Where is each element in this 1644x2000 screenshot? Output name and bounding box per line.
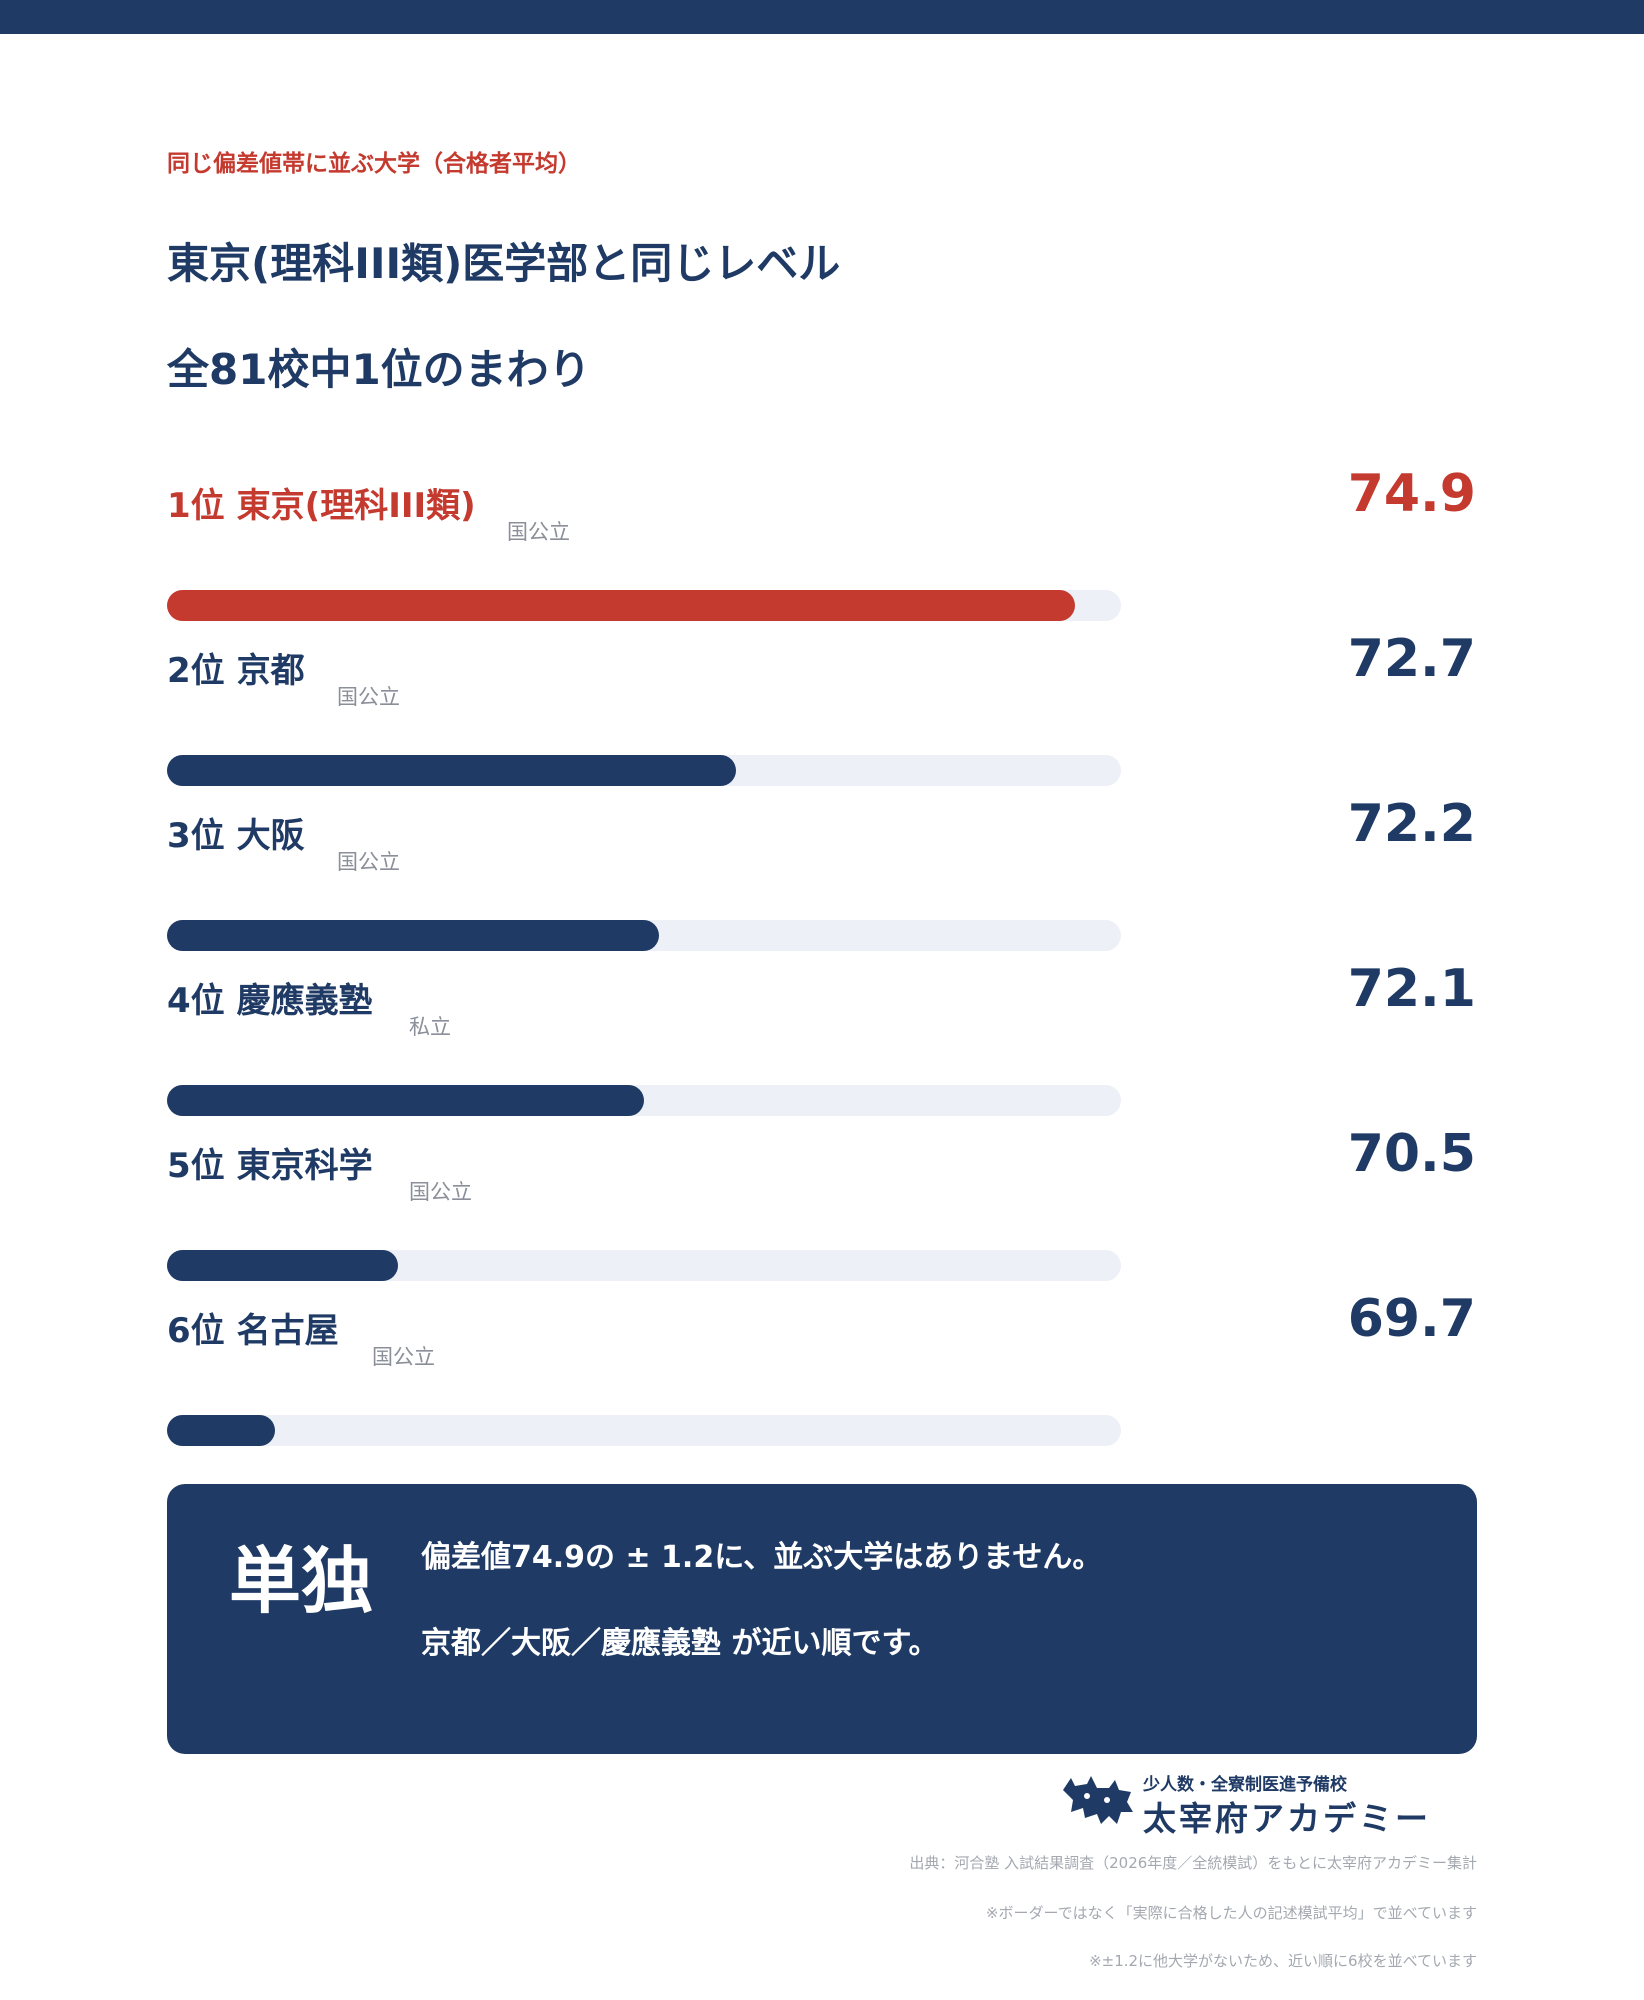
bar bbox=[167, 1415, 275, 1446]
university-type: 国公立 bbox=[337, 850, 400, 874]
university-type: 国公立 bbox=[507, 520, 570, 544]
row-label: 5位 東京科学 bbox=[167, 1138, 373, 1187]
source-note: 出典：河合塾 入試結果調査（2026年度／全統模試）をもとに太宰府アカデミー集計 bbox=[909, 1854, 1477, 1872]
ranking-bar-chart: 1位 東京(理科III類) 国公立 74.9 2位 京都 国公立 72.7 3位 大阪 国公立 72.… bbox=[167, 464, 1476, 1446]
note-box: 単独 偏差値74.9の ± 1.2に、並ぶ大学はありません。 京都／大阪／慶應義… bbox=[167, 1484, 1477, 1754]
bar bbox=[167, 920, 659, 951]
top-bar bbox=[0, 0, 1644, 34]
bar-track bbox=[167, 1085, 1121, 1116]
dog-silhouette-icon bbox=[1063, 1776, 1133, 1824]
bar-track bbox=[167, 755, 1121, 786]
university-type: 私立 bbox=[409, 1015, 451, 1039]
university-name: 慶應義塾 bbox=[236, 981, 373, 1021]
row-label: 6位 名古屋 bbox=[167, 1303, 339, 1352]
row-label: 2位 京都 bbox=[167, 643, 305, 692]
university-type: 国公立 bbox=[372, 1345, 435, 1369]
bar bbox=[167, 590, 1075, 621]
rank-label: 3位 bbox=[167, 816, 225, 856]
footnote-1: ※ボーダーではなく「実際に合格した人の記述模試平均」で並べています bbox=[985, 1904, 1477, 1922]
note-badge: 単独 bbox=[229, 1539, 374, 1623]
university-name: 大阪 bbox=[236, 816, 305, 856]
rank-label: 6位 bbox=[167, 1311, 225, 1351]
footnote-2: ※±1.2に他大学がないため、近い順に6校を並べています bbox=[1089, 1952, 1477, 1970]
logo-name: 太宰府アカデミー bbox=[1143, 1799, 1431, 1838]
row-label: 3位 大阪 bbox=[167, 808, 305, 857]
value-label: 69.7 bbox=[1347, 1289, 1476, 1349]
eyebrow-label: 同じ偏差値帯に並ぶ大学（合格者平均） bbox=[167, 151, 581, 177]
rank-label: 2位 bbox=[167, 651, 225, 691]
bar-track bbox=[167, 590, 1121, 621]
row-label: 4位 慶應義塾 bbox=[167, 973, 373, 1022]
bar bbox=[167, 1250, 398, 1281]
university-type: 国公立 bbox=[337, 685, 400, 709]
bar bbox=[167, 755, 736, 786]
rank-label: 4位 bbox=[167, 981, 225, 1021]
rank-label: 5位 bbox=[167, 1146, 225, 1186]
value-label: 72.2 bbox=[1347, 794, 1476, 854]
bar-track bbox=[167, 1415, 1121, 1446]
note-line-1: 偏差値74.9の ± 1.2に、並ぶ大学はありません。 bbox=[421, 1540, 1103, 1575]
logo-tagline: 少人数・全寮制医進予備校 bbox=[1143, 1775, 1347, 1795]
bar-track bbox=[167, 1250, 1121, 1281]
value-label: 72.1 bbox=[1347, 959, 1476, 1019]
value-label: 72.7 bbox=[1347, 629, 1476, 689]
brand-logo: 少人数・全寮制医進予備校 太宰府アカデミー bbox=[1057, 1770, 1477, 1838]
rank-label: 1位 bbox=[167, 486, 225, 526]
university-name: 東京科学 bbox=[236, 1146, 373, 1186]
note-line-2: 京都／大阪／慶應義塾 が近い順です。 bbox=[421, 1626, 939, 1661]
university-name: 名古屋 bbox=[236, 1311, 339, 1351]
row-label: 1位 東京(理科III類) bbox=[167, 478, 476, 527]
university-type: 国公立 bbox=[409, 1180, 472, 1204]
value-label: 74.9 bbox=[1347, 464, 1476, 524]
value-label: 70.5 bbox=[1347, 1124, 1476, 1184]
university-name: 東京(理科III類) bbox=[236, 486, 476, 526]
page-subtitle: 全81校中1位のまわり bbox=[167, 345, 591, 394]
bar bbox=[167, 1085, 644, 1116]
page-title: 東京(理科III類)医学部と同じレベル bbox=[167, 239, 841, 288]
bar-track bbox=[167, 920, 1121, 951]
university-name: 京都 bbox=[236, 651, 305, 691]
